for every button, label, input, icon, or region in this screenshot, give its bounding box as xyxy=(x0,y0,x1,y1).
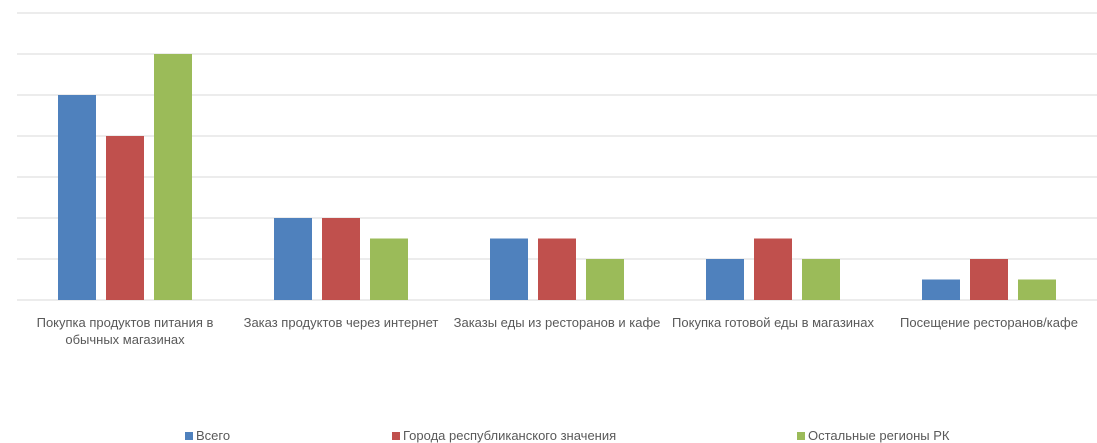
bar xyxy=(802,259,840,300)
legend-swatch xyxy=(797,431,805,440)
legend-item: Остальные регионы РК xyxy=(797,428,949,443)
x-tick-label: Заказы еды из ресторанов и кафе xyxy=(453,315,661,330)
bar xyxy=(322,218,360,300)
bar xyxy=(154,54,192,300)
bar xyxy=(58,95,96,300)
legend-swatch xyxy=(392,431,400,440)
bar xyxy=(706,259,744,300)
legend-item: Города республиканского значения xyxy=(392,428,616,443)
bar xyxy=(586,259,624,300)
bar xyxy=(1018,279,1056,300)
legend-swatch xyxy=(185,431,193,440)
x-tick-label: Посещение ресторанов/кафе xyxy=(900,315,1078,330)
bar xyxy=(970,259,1008,300)
x-tick-label: Покупка готовой еды в магазинах xyxy=(672,315,874,330)
x-tick-label: Покупка продуктов питания в обычных мага… xyxy=(36,315,214,347)
legend-label: Всего xyxy=(196,428,231,443)
bar xyxy=(538,238,576,300)
bar xyxy=(922,279,960,300)
legend-label: Города республиканского значения xyxy=(403,428,617,443)
bar xyxy=(490,238,528,300)
x-tick-label: Заказ продуктов через интернет xyxy=(243,315,439,330)
legend-label: Остальные регионы РК xyxy=(808,428,950,443)
bar xyxy=(274,218,312,300)
bar xyxy=(754,238,792,300)
bar xyxy=(106,136,144,300)
bar xyxy=(370,238,408,300)
legend-item: Всего xyxy=(185,428,230,443)
